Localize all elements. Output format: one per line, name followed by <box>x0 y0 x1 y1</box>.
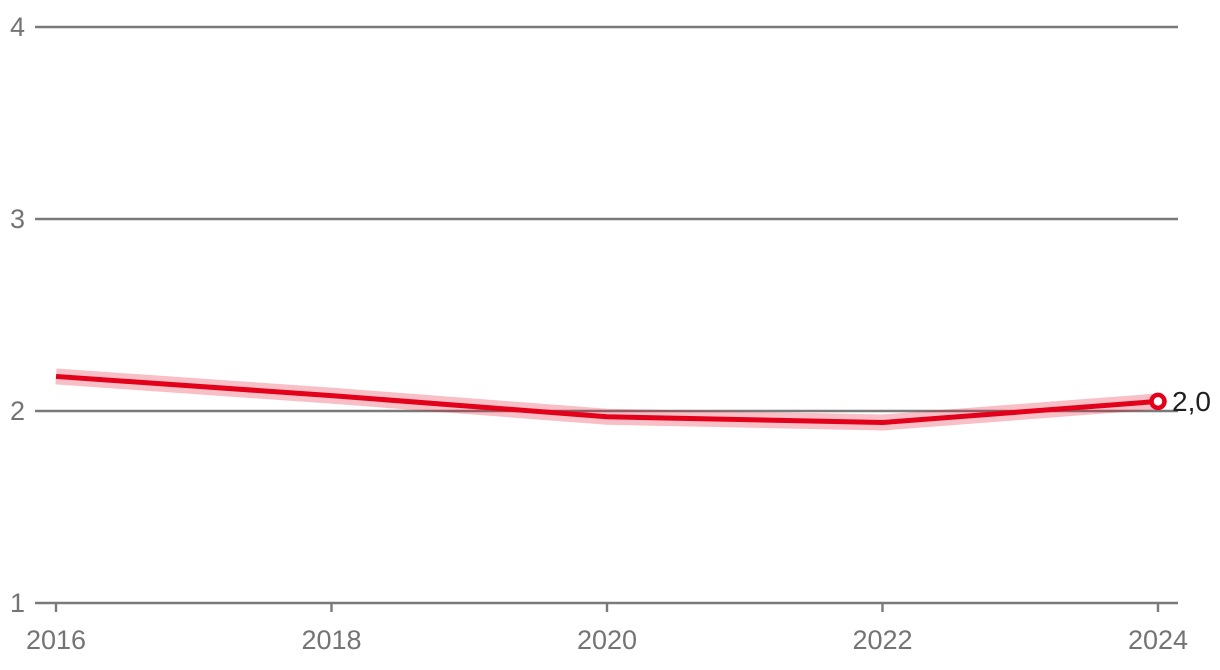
x-tick-label: 2024 <box>1128 625 1188 655</box>
end-point-marker <box>1149 392 1167 411</box>
y-tick-label: 1 <box>10 588 25 618</box>
x-tick-label: 2020 <box>577 625 637 655</box>
y-tick-label: 3 <box>10 204 25 234</box>
end-value-label: 2,0 <box>1172 386 1211 417</box>
y-tick-label: 2 <box>10 396 25 426</box>
x-tick-label: 2018 <box>301 625 361 655</box>
x-tick-label: 2016 <box>26 625 86 655</box>
series-line <box>55 373 1159 426</box>
y-tick-label: 4 <box>10 12 25 42</box>
x-tick-label: 2022 <box>852 625 912 655</box>
